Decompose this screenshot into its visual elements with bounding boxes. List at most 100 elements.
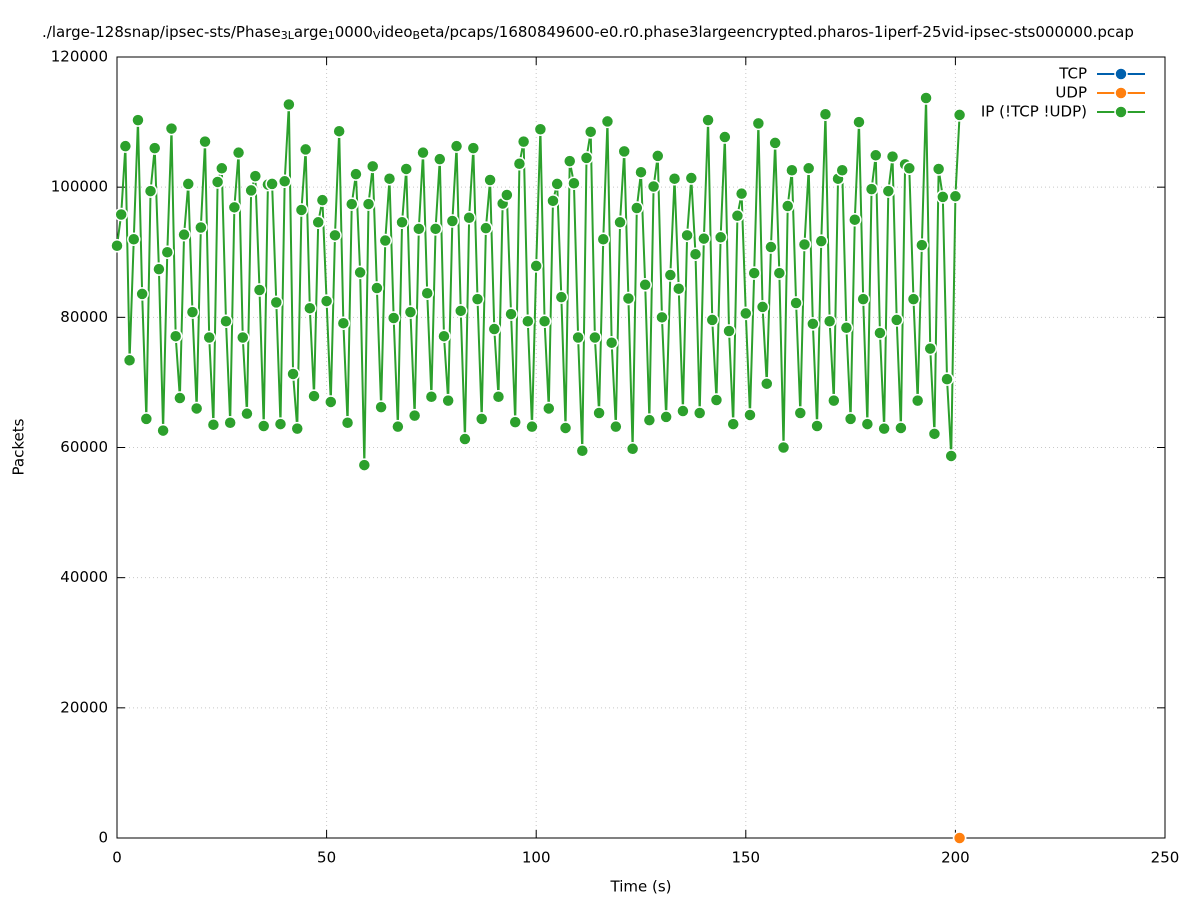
data-point <box>768 136 782 150</box>
data-point <box>575 444 590 458</box>
x-tick-label: 200 <box>941 849 970 867</box>
data-point <box>642 413 657 427</box>
title-subscript: V <box>373 29 381 42</box>
y-axis-label: Packets <box>10 418 28 475</box>
data-point <box>780 199 795 213</box>
data-point <box>349 167 363 181</box>
data-point <box>873 326 887 340</box>
data-point <box>827 393 841 408</box>
data-point <box>437 329 451 343</box>
data-point <box>848 212 862 227</box>
data-point <box>177 227 191 242</box>
data-point <box>617 144 631 159</box>
data-point <box>810 419 824 433</box>
data-point <box>940 372 954 386</box>
y-tick-label: 80000 <box>60 308 108 326</box>
data-point <box>474 412 489 426</box>
data-point <box>127 232 141 246</box>
data-point <box>919 91 933 105</box>
data-point <box>378 233 393 248</box>
data-point <box>567 176 581 191</box>
title-part: eta/pcaps/1680849600-e0.r0.phase3largeen… <box>420 23 1134 41</box>
data-point <box>835 163 849 177</box>
data-point <box>789 296 803 310</box>
plot-border <box>116 56 1166 839</box>
data-point <box>294 203 309 217</box>
data-point <box>508 415 522 429</box>
x-tick-label: 0 <box>112 849 122 867</box>
data-point <box>596 232 611 246</box>
y-tick-label: 40000 <box>60 568 108 586</box>
data-point <box>948 189 963 204</box>
data-point <box>801 161 816 176</box>
data-point <box>152 262 166 276</box>
y-tick-label: 100000 <box>51 178 108 196</box>
data-point <box>533 122 548 136</box>
data-point <box>852 115 866 129</box>
data-point <box>697 231 711 246</box>
data-point <box>462 211 476 225</box>
x-tick-label: 250 <box>1151 849 1180 867</box>
data-point <box>361 197 376 211</box>
data-point <box>651 149 665 163</box>
data-point <box>915 238 929 252</box>
data-point <box>671 281 686 296</box>
data-point <box>705 313 720 327</box>
data-point <box>458 432 472 446</box>
data-point <box>244 183 258 198</box>
data-point <box>856 292 870 306</box>
data-point <box>910 393 925 408</box>
data-point <box>659 410 673 424</box>
data-point <box>764 240 778 254</box>
data-point <box>407 408 422 423</box>
data-point <box>906 292 921 306</box>
data-point <box>345 197 359 211</box>
data-point <box>609 419 623 434</box>
data-point <box>277 174 292 189</box>
data-point <box>483 173 497 187</box>
data-point <box>747 266 761 280</box>
data-point <box>751 116 766 131</box>
data-point <box>466 141 481 155</box>
data-point <box>470 292 485 306</box>
data-point <box>202 330 216 345</box>
data-point <box>877 421 891 436</box>
data-point <box>227 200 242 215</box>
x-tick-label: 100 <box>522 849 551 867</box>
data-point <box>843 412 858 426</box>
data-point <box>814 234 829 248</box>
data-point <box>542 401 556 416</box>
data-point <box>550 177 564 191</box>
data-point <box>952 108 967 122</box>
data-point <box>282 97 296 112</box>
data-point <box>382 171 397 186</box>
data-point <box>822 314 837 328</box>
data-point <box>562 154 577 168</box>
legend-label: IP (!TCP !UDP) <box>981 103 1087 121</box>
data-point <box>894 421 908 435</box>
data-point <box>370 281 384 295</box>
data-point <box>625 442 640 456</box>
data-point <box>328 228 342 243</box>
title-subscript: B <box>413 29 421 42</box>
y-tick-label: 20000 <box>60 698 108 716</box>
data-point <box>646 179 661 194</box>
data-point <box>386 311 401 325</box>
data-point <box>252 283 267 297</box>
data-point <box>181 177 196 191</box>
data-point <box>797 237 812 252</box>
legend-marker <box>1114 67 1128 81</box>
data-point <box>336 316 351 330</box>
data-point <box>504 307 518 321</box>
data-point <box>445 214 460 228</box>
data-point <box>433 152 447 166</box>
legend-label: UDP <box>1055 84 1087 102</box>
data-point <box>420 286 434 301</box>
title-part: ideo <box>380 23 412 41</box>
data-point <box>122 353 137 368</box>
data-point <box>839 320 854 335</box>
title-part: 0000 <box>335 23 373 41</box>
data-point <box>931 162 946 176</box>
data-point <box>240 406 254 421</box>
